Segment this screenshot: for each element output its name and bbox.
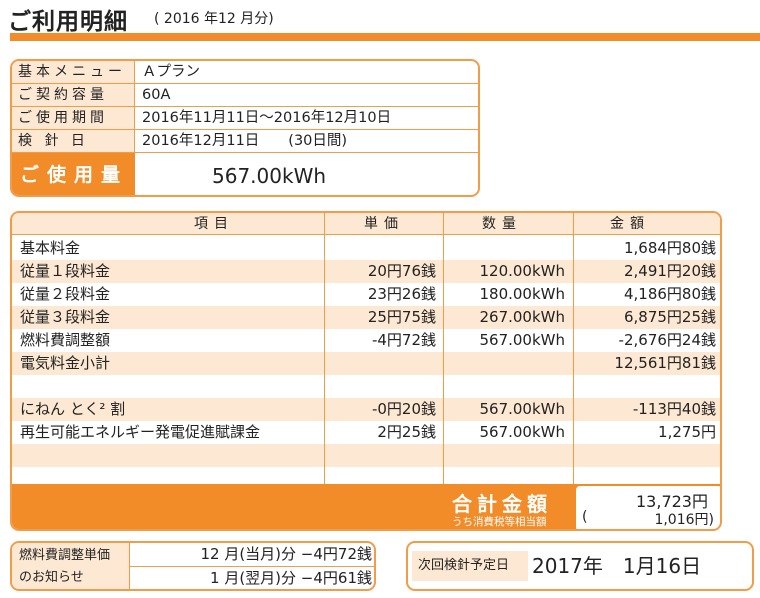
info-value: 2016年11月11日～2016年12月10日 (142, 110, 392, 126)
info-row-period: ご使用期間 2016年11月11日～2016年12月10日 (12, 107, 478, 130)
info-value: 2016年12月11日 (30日間) (142, 133, 348, 149)
next-reading-date: 2017年 1月16日 (532, 554, 702, 578)
usage-value: 567.00kWh (212, 164, 327, 188)
usage-label: ご使用量 (12, 153, 135, 195)
row-item: 従量１段料金 (20, 262, 111, 280)
fuel-rate-current: 12 月(当月)分 −4円72銭 (200, 545, 372, 563)
tax-value: 1,016円) (654, 512, 714, 528)
info-row-menu: 基本メニュー Ａプラン (12, 61, 478, 84)
header-quantity: 数量 (482, 216, 522, 232)
row-item: 従量３段料金 (20, 308, 111, 326)
charge-detail-table: 項目 単価 数量 金額 基本料金 1,684円80銭 従量１段料金 20円76銭… (10, 211, 722, 531)
row-unit-price: -0円20銭 (371, 400, 436, 418)
info-value: 60A (142, 87, 171, 103)
header-item: 項目 (194, 216, 234, 232)
table-row: 基本料金 1,684円80銭 (12, 237, 720, 260)
row-stripe (12, 306, 720, 329)
row-stripe (12, 352, 720, 375)
row-item: 従量２段料金 (20, 285, 111, 303)
total-bar: 合計金額 うち消費税等相当額 13,723円 ( 1,016円) (12, 484, 720, 529)
row-item: 基本料金 (20, 239, 81, 257)
info-label: ご契約容量 (12, 84, 135, 106)
table-row: 再生可能エネルギー発電促進賦課金 2円25銭 567.00kWh 1,275円 (12, 421, 720, 444)
table-row: 電気料金小計 12,561円81銭 (12, 352, 720, 375)
row-unit-price: 2円25銭 (377, 423, 436, 441)
row-stripe (12, 260, 720, 283)
next-reading-box: 次回検針予定日 2017年 1月16日 (406, 541, 754, 591)
table-row (12, 375, 720, 398)
fuel-row-current: 12 月(当月)分 −4円72銭 (130, 543, 374, 566)
row-quantity: 180.00kWh (479, 285, 565, 303)
table-row: 従量３段料金 25円75銭 267.00kWh 6,875円25銭 (12, 306, 720, 329)
row-item: にねん とく² 割 (20, 400, 126, 418)
tax-paren: ( (582, 509, 588, 525)
fuel-adjustment-notice: 燃料費調整単価 のお知らせ 12 月(当月)分 −4円72銭 1 月(翌月)分 … (10, 541, 376, 591)
row-amount: 1,684円80銭 (623, 239, 716, 257)
row-quantity: 567.00kWh (479, 423, 565, 441)
row-item: 電気料金小計 (20, 354, 111, 372)
row-quantity: 567.00kWh (479, 400, 565, 418)
row-amount: 1,275円 (658, 423, 716, 441)
row-amount: 4,186円80銭 (623, 285, 716, 303)
row-item: 燃料費調整額 (20, 331, 111, 349)
info-label: 基本メニュー (12, 61, 135, 83)
total-amount-box: 13,723円 ( 1,016円) (576, 486, 720, 529)
row-amount: 2,491円20銭 (623, 262, 716, 280)
fuel-notice-label: 燃料費調整単価 のお知らせ (12, 543, 130, 589)
info-row-reading-date: 検 針 日 2016年12月11日 (30日間) (12, 130, 478, 153)
row-quantity: 120.00kWh (479, 262, 565, 280)
table-header: 項目 単価 数量 金額 (12, 213, 720, 235)
column-divider (324, 213, 325, 484)
table-row: 従量２段料金 23円26銭 180.00kWh 4,186円80銭 (12, 283, 720, 306)
row-quantity: 567.00kWh (479, 331, 565, 349)
column-divider (573, 213, 574, 484)
row-amount: -113円40銭 (632, 400, 716, 418)
header-rule (10, 33, 760, 41)
column-divider (443, 213, 444, 484)
row-unit-price: 20円76銭 (367, 262, 436, 280)
row-unit-price: 25円75銭 (367, 308, 436, 326)
table-row: 従量１段料金 20円76銭 120.00kWh 2,491円20銭 (12, 260, 720, 283)
table-row: にねん とく² 割 -0円20銭 567.00kWh -113円40銭 (12, 398, 720, 421)
row-unit-price: -4円72銭 (371, 331, 436, 349)
table-row: 燃料費調整額 -4円72銭 567.00kWh -2,676円24銭 (12, 329, 720, 352)
row-amount: 6,875円25銭 (623, 308, 716, 326)
fuel-divider (130, 566, 374, 567)
total-label: 合計金額 (452, 492, 552, 516)
contract-info-box: 基本メニュー Ａプラン ご契約容量 60A ご使用期間 2016年11月11日～… (10, 59, 480, 197)
fuel-rate-next: 1 月(翌月)分 −4円61銭 (210, 569, 372, 587)
info-label: ご使用期間 (12, 107, 135, 129)
info-value: Ａプラン (142, 64, 200, 80)
fuel-notice-label-line1: 燃料費調整単価 (19, 548, 111, 563)
table-row (12, 444, 720, 467)
header-unit-price: 単価 (364, 216, 404, 232)
page-title: ご利用明細 (8, 9, 128, 35)
billing-period: ( 2016 年12 月分) (154, 11, 274, 27)
row-stripe (12, 398, 720, 421)
row-amount: 12,561円81銭 (614, 354, 716, 372)
row-stripe (12, 444, 720, 467)
row-unit-price: 23円26銭 (367, 285, 436, 303)
next-reading-label: 次回検針予定日 (412, 551, 528, 581)
total-amount: 13,723円 (636, 492, 708, 511)
info-label: 検 針 日 (12, 130, 135, 152)
row-amount: -2,676円24銭 (618, 331, 716, 349)
tax-label: うち消費税等相当額 (452, 516, 547, 528)
header-amount: 金額 (610, 216, 650, 232)
row-quantity: 267.00kWh (479, 308, 565, 326)
fuel-notice-label-line2: のお知らせ (19, 570, 84, 585)
info-row-capacity: ご契約容量 60A (12, 84, 478, 107)
fuel-row-next: 1 月(翌月)分 −4円61銭 (130, 567, 374, 589)
row-item: 再生可能エネルギー発電促進賦課金 (20, 423, 261, 441)
